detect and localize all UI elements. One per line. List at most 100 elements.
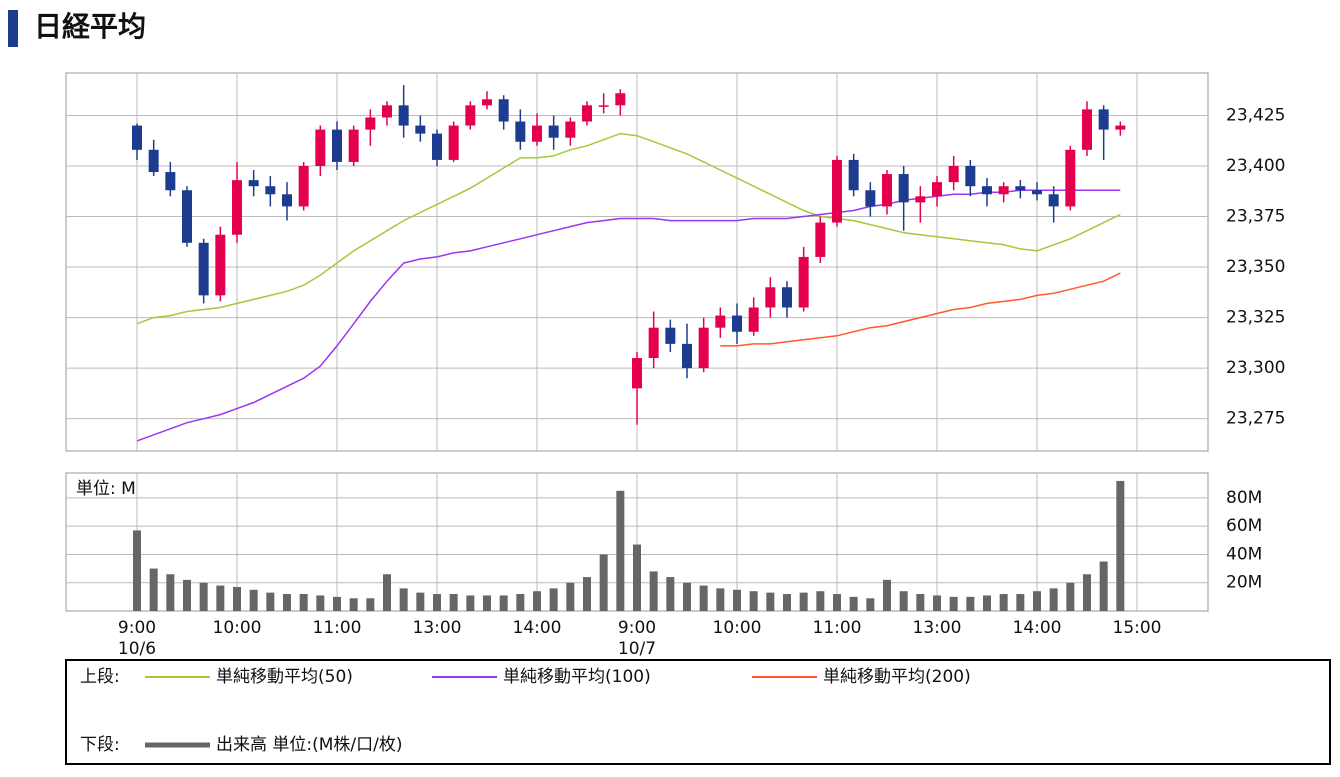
legend-label: 単純移動平均(200): [823, 667, 971, 687]
volume-bar: [1066, 582, 1075, 611]
volume-bar: [599, 554, 608, 611]
candle-body: [1082, 109, 1092, 150]
moving-average-line: [136, 132, 1121, 325]
volume-bar: [1016, 594, 1025, 611]
volume-bar: [1099, 561, 1108, 611]
volume-bar: [633, 544, 641, 611]
title-icon: [8, 10, 18, 47]
candle-body: [132, 125, 142, 150]
candle-body: [1065, 149, 1076, 207]
y-tick-label: 23,425: [1226, 105, 1285, 125]
volume-bar: [933, 595, 941, 611]
volume-bar: [349, 598, 358, 611]
volume-bar: [1116, 480, 1125, 611]
x-tick-label: 13:00: [413, 618, 462, 638]
volume-bar: [733, 589, 741, 611]
candle-body: [715, 315, 726, 328]
candle-body: [165, 172, 176, 191]
candle-body: [782, 287, 792, 308]
volume-bar: [149, 568, 158, 611]
candle-body: [1032, 190, 1042, 195]
candle-body: [448, 125, 459, 160]
x-tick-label: 14:00: [513, 618, 562, 638]
legend-group-label: 下段:: [80, 735, 120, 755]
volume-bar: [516, 594, 525, 611]
candle-body: [648, 327, 659, 359]
candle-body: [432, 133, 442, 160]
x-date-label: 10/7: [618, 639, 656, 659]
candle-body: [765, 287, 776, 308]
volume-bar: [399, 588, 408, 611]
candle-body: [515, 121, 526, 142]
candle-body: [915, 196, 926, 203]
candle-body: [365, 117, 376, 130]
candle-body: [682, 343, 692, 369]
candle-body: [465, 105, 476, 126]
legend-label: 出来高 単位:(M株/口/枚): [216, 735, 403, 755]
volume-bar: [749, 591, 758, 611]
volume-bar: [533, 591, 541, 611]
legend-label: 単純移動平均(50): [216, 667, 353, 687]
page-title: 日経平均: [34, 10, 146, 43]
y-tick-label: 60M: [1226, 516, 1262, 536]
candle-body: [415, 125, 426, 134]
candle-body: [332, 129, 342, 162]
volume-bar: [866, 598, 875, 611]
candle-body: [882, 174, 892, 207]
volume-bar: [283, 594, 291, 611]
candle-body: [1098, 109, 1109, 130]
x-tick-label: 10:00: [713, 618, 762, 638]
volume-bar: [199, 582, 208, 611]
volume-bar: [316, 595, 325, 611]
volume-bar: [1083, 574, 1091, 611]
y-tick-label: 23,375: [1226, 207, 1285, 227]
volume-bar: [1049, 588, 1058, 611]
candle-body: [898, 174, 909, 203]
volume-bar: [249, 589, 258, 611]
y-tick-label: 20M: [1226, 573, 1262, 593]
y-tick-label: 23,325: [1226, 308, 1285, 328]
candle-body: [615, 93, 626, 106]
y-tick-label: 40M: [1226, 544, 1262, 564]
candle-body: [632, 358, 642, 389]
volume-bar: [333, 596, 341, 611]
volume-bar: [433, 594, 441, 611]
candle-body: [798, 256, 809, 308]
x-tick-label: 14:00: [1013, 618, 1062, 638]
candle-body: [998, 186, 1009, 195]
x-date-label: 10/6: [118, 639, 156, 659]
legend-group-label: 上段:: [80, 667, 120, 687]
volume-bar: [683, 582, 691, 611]
volume-bar: [1033, 591, 1041, 611]
moving-average-line: [720, 272, 1121, 347]
candle-body: [498, 99, 509, 122]
volume-bar: [966, 596, 975, 611]
volume-bar: [549, 588, 558, 611]
candle-body: [232, 180, 242, 235]
candle-body: [965, 165, 976, 187]
volume-bar: [266, 592, 275, 611]
volume-bar: [916, 594, 925, 611]
volume-bar: [649, 571, 658, 611]
volume-bar: [699, 585, 708, 611]
volume-bar: [666, 577, 675, 611]
candle-body: [1015, 186, 1026, 191]
x-tick-label: 13:00: [913, 618, 962, 638]
candle-body: [298, 165, 309, 207]
volume-bar: [133, 530, 141, 611]
y-tick-label: 23,300: [1226, 358, 1285, 378]
legend-label: 単純移動平均(100): [503, 667, 651, 687]
volume-bar: [183, 579, 191, 611]
volume-bar: [833, 594, 841, 611]
candle-body: [832, 159, 842, 223]
volume-bar: [383, 574, 391, 611]
volume-bar: [849, 596, 858, 611]
candle-body: [198, 242, 209, 296]
volume-bar: [766, 592, 775, 611]
x-tick-label: 9:00: [118, 618, 156, 638]
candle-body: [1048, 194, 1059, 207]
volume-bar: [216, 585, 225, 611]
candle-body: [665, 327, 676, 344]
candle-body: [315, 129, 326, 166]
